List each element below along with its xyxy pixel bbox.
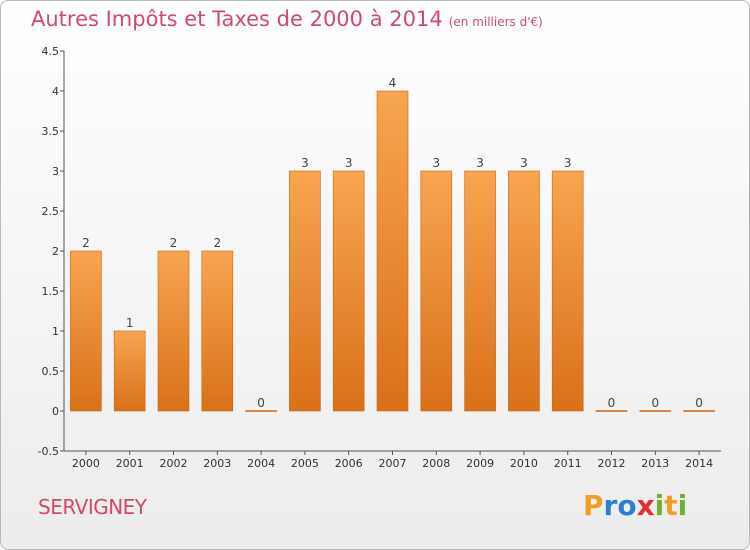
x-tick-label: 2000	[72, 457, 100, 470]
data-label-2010: 3	[520, 156, 528, 170]
bar-2010	[508, 170, 540, 412]
bar-2006	[332, 170, 365, 412]
bar-2009	[464, 170, 496, 412]
x-tick-label: 2004	[247, 457, 275, 470]
bar-2000	[70, 250, 102, 412]
chart-title-text: Autres Impôts et Taxes de 2000 à 2014	[31, 7, 443, 31]
chart-title: Autres Impôts et Taxes de 2000 à 2014 (en…	[31, 7, 543, 31]
data-label-2008: 3	[432, 156, 440, 170]
data-label-2014: 0	[695, 396, 703, 410]
data-label-2001: 1	[126, 316, 134, 330]
x-tick-label: 2012	[598, 457, 626, 470]
chart-bars	[70, 90, 715, 412]
y-tick-label: 1.5	[42, 285, 60, 298]
bar-2011	[551, 170, 584, 412]
x-tick-label: 2014	[685, 457, 713, 470]
x-tick-label: 2001	[116, 457, 144, 470]
logo-letter: i	[677, 489, 688, 522]
x-tick-label: 2007	[379, 457, 407, 470]
data-label-2007: 4	[389, 76, 397, 90]
bar-2008	[420, 170, 453, 412]
x-tick-label: 2006	[335, 457, 363, 470]
data-label-2000: 2	[82, 236, 90, 250]
chart-data-labels: 2 1 2 2 0 3 3 4 3 3 3 3 0 0 0	[82, 76, 703, 410]
chart-unit: (en milliers d'€)	[448, 15, 543, 29]
logo-letter: o	[617, 489, 637, 522]
city-name: SERVIGNEY	[38, 495, 147, 519]
x-tick-label: 2005	[291, 457, 319, 470]
y-tick-label: 0	[52, 405, 59, 418]
y-tick-label: 2	[52, 245, 59, 258]
data-label-2004: 0	[257, 396, 265, 410]
y-tick-label: -0.5	[38, 445, 59, 458]
x-tick-label: 2013	[641, 457, 669, 470]
bar-2007	[376, 90, 409, 412]
bar-2013	[639, 410, 672, 412]
data-label-2006: 3	[345, 156, 353, 170]
x-tick-label: 2010	[510, 457, 538, 470]
bar-2001	[113, 330, 146, 412]
y-tick-label: 3	[52, 165, 59, 178]
data-label-2013: 0	[651, 396, 659, 410]
data-label-2002: 2	[170, 236, 178, 250]
data-label-2003: 2	[213, 236, 221, 250]
bar-2003	[201, 250, 234, 412]
x-tick-label: 2002	[160, 457, 188, 470]
data-label-2012: 0	[608, 396, 616, 410]
y-tick-label: 4	[52, 85, 59, 98]
bar-2004	[245, 410, 277, 412]
bar-2014	[683, 410, 715, 412]
logo-letter: r	[603, 489, 618, 522]
logo-letter: i	[654, 489, 665, 522]
bar-2012	[595, 410, 628, 412]
y-tick-label: 0.5	[42, 365, 60, 378]
logo-letter: t	[664, 489, 678, 522]
x-tick-label: 2011	[554, 457, 582, 470]
logo-letter: x	[636, 489, 655, 522]
data-label-2009: 3	[476, 156, 484, 170]
x-tick-label: 2003	[203, 457, 231, 470]
bar-2002	[157, 250, 190, 412]
data-label-2011: 3	[564, 156, 572, 170]
data-label-2005: 3	[301, 156, 309, 170]
y-tick-label: 1	[52, 325, 59, 338]
x-tick-label: 2008	[422, 457, 450, 470]
y-tick-label: 2.5	[42, 205, 60, 218]
y-tick-label: 3.5	[42, 125, 60, 138]
proxiti-logo[interactable]: Proxiti	[583, 489, 687, 522]
x-tick-label: 2009	[466, 457, 494, 470]
logo-letter: P	[583, 489, 604, 522]
y-tick-label: 4.5	[42, 45, 60, 58]
bar-2005	[289, 170, 321, 412]
